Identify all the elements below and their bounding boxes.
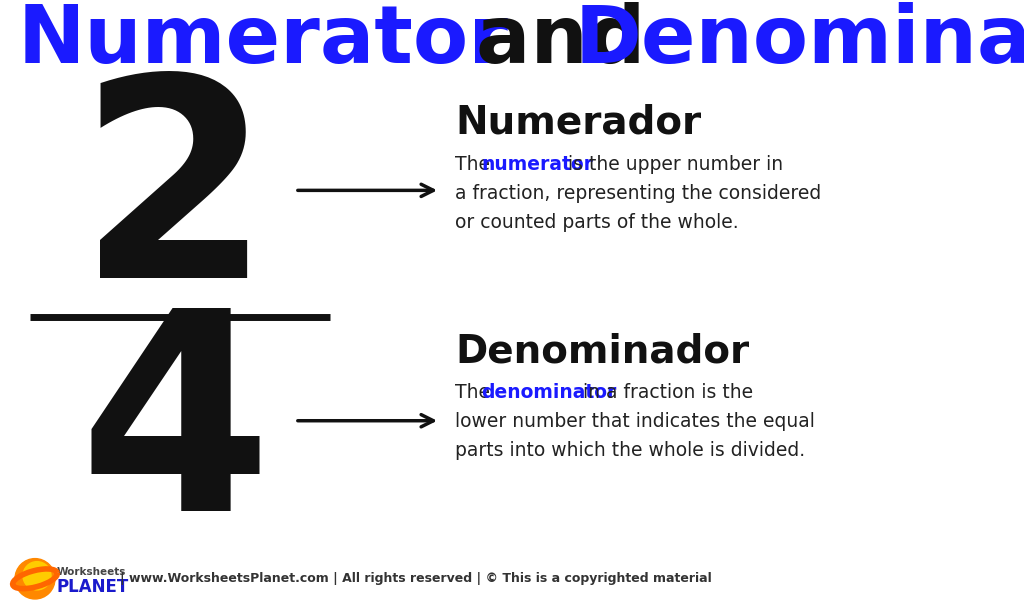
Circle shape (23, 561, 51, 590)
Circle shape (15, 558, 55, 599)
Text: | www.WorksheetsPlanet.com | All rights reserved | © This is a copyrighted mater: | www.WorksheetsPlanet.com | All rights … (120, 572, 712, 586)
Text: Denominator: Denominator (575, 2, 1024, 80)
Text: Numerator: Numerator (18, 2, 509, 80)
Text: 4: 4 (79, 299, 271, 569)
Text: Numerador: Numerador (455, 104, 701, 142)
Text: The: The (455, 155, 496, 174)
Text: The: The (455, 384, 496, 402)
Text: numerator: numerator (481, 155, 593, 174)
Text: Denominador: Denominador (455, 332, 750, 370)
Text: PLANET: PLANET (57, 578, 129, 596)
Text: lower number that indicates the equal: lower number that indicates the equal (455, 412, 815, 431)
Text: denominator: denominator (481, 384, 616, 402)
Text: is the upper number in: is the upper number in (562, 155, 783, 174)
Text: parts into which the whole is divided.: parts into which the whole is divided. (455, 441, 805, 460)
Text: and: and (449, 2, 674, 80)
Text: Worksheets: Worksheets (57, 567, 126, 576)
Text: 2: 2 (79, 66, 271, 336)
Text: in a fraction is the: in a fraction is the (577, 384, 753, 402)
Text: a fraction, representing the considered: a fraction, representing the considered (455, 184, 821, 203)
Text: or counted parts of the whole.: or counted parts of the whole. (455, 213, 738, 232)
